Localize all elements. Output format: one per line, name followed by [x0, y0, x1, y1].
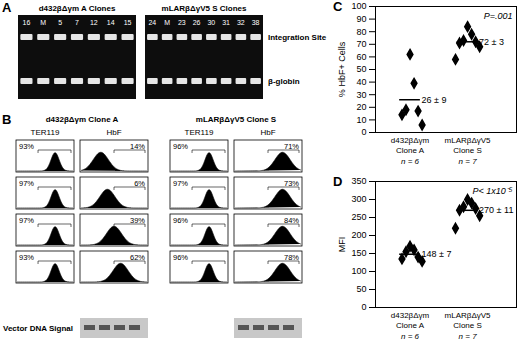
- svg-text:n = 6: n = 6: [401, 157, 420, 166]
- svg-text:97%: 97%: [19, 216, 34, 225]
- svg-text:Vector DNA Signal: Vector DNA Signal: [3, 324, 73, 333]
- svg-text:TER119: TER119: [185, 128, 214, 137]
- svg-text:30: 30: [207, 19, 215, 26]
- svg-text:mLARβΔγV5: mLARβΔγV5: [445, 311, 492, 320]
- svg-text:30: 30: [356, 90, 366, 100]
- svg-text:80: 80: [356, 27, 366, 37]
- svg-text:38: 38: [252, 19, 260, 26]
- svg-text:84%: 84%: [284, 216, 299, 225]
- svg-text:7: 7: [75, 19, 79, 26]
- svg-text:6%: 6%: [134, 179, 145, 188]
- svg-text:300: 300: [351, 194, 366, 204]
- svg-text:31: 31: [222, 19, 230, 26]
- svg-text:Clone A: Clone A: [396, 146, 425, 155]
- svg-text:d432βΔγm: d432βΔγm: [391, 311, 430, 320]
- svg-text:TER119: TER119: [31, 128, 60, 137]
- svg-text:M: M: [40, 19, 46, 26]
- svg-text:n = 6: n = 6: [401, 332, 420, 341]
- svg-text:40: 40: [356, 77, 366, 87]
- svg-text:97%: 97%: [173, 179, 188, 188]
- svg-text:23: 23: [178, 19, 186, 26]
- svg-text:5: 5: [58, 19, 62, 26]
- svg-text:n = 7: n = 7: [459, 332, 478, 341]
- svg-text:93%: 93%: [19, 253, 34, 262]
- svg-text:93%: 93%: [19, 142, 34, 151]
- svg-text:50: 50: [356, 64, 366, 74]
- svg-text:M: M: [164, 19, 170, 26]
- svg-text:mLARβΔγV5: mLARβΔγV5: [445, 136, 492, 145]
- svg-text:96%: 96%: [173, 253, 188, 262]
- svg-text:62%: 62%: [130, 253, 145, 262]
- svg-text:d432βΔγm Clone A: d432βΔγm Clone A: [46, 115, 119, 124]
- svg-text:% HbF+ Cells: % HbF+ Cells: [337, 41, 347, 97]
- svg-text:12: 12: [90, 19, 98, 26]
- html-text:D: D: [333, 174, 343, 189]
- svg-text:270 ± 11: 270 ± 11: [479, 205, 513, 215]
- svg-text:78%: 78%: [284, 253, 299, 262]
- svg-text:A: A: [2, 0, 12, 15]
- svg-text:mLARβΔγV5 Clone S: mLARβΔγV5 Clone S: [196, 115, 277, 124]
- svg-text:26: 26: [193, 19, 201, 26]
- svg-text:73%: 73%: [284, 179, 299, 188]
- svg-text:100: 100: [351, 1, 366, 11]
- svg-text:P< 1x10⁻⁵: P< 1x10⁻⁵: [472, 186, 512, 196]
- svg-text:mLARβΔγV5 S Clones: mLARβΔγV5 S Clones: [162, 4, 247, 13]
- svg-text:39%: 39%: [130, 216, 145, 225]
- svg-text:Clone A: Clone A: [396, 321, 425, 330]
- svg-text:200: 200: [351, 230, 366, 240]
- svg-text:71%: 71%: [284, 142, 299, 151]
- svg-text:10: 10: [356, 115, 366, 125]
- svg-text:90: 90: [356, 14, 366, 24]
- svg-text:100: 100: [351, 266, 366, 276]
- svg-text:60: 60: [356, 52, 366, 62]
- svg-text:96%: 96%: [173, 142, 188, 151]
- svg-text:20: 20: [356, 102, 366, 112]
- svg-text:70: 70: [356, 39, 366, 49]
- svg-text:50: 50: [356, 284, 366, 294]
- svg-text:15: 15: [124, 19, 132, 26]
- svg-text:P=.001: P=.001: [484, 11, 513, 21]
- svg-text:d432βΔγm: d432βΔγm: [391, 136, 430, 145]
- svg-text:MFI: MFI: [337, 237, 347, 253]
- svg-text:HbF: HbF: [260, 128, 275, 137]
- svg-text:72 ± 3: 72 ± 3: [479, 37, 504, 47]
- svg-text:32: 32: [237, 19, 245, 26]
- svg-text:14: 14: [107, 19, 115, 26]
- svg-text:Clone S: Clone S: [453, 146, 481, 155]
- svg-text:HbF: HbF: [106, 128, 121, 137]
- svg-text:0: 0: [361, 127, 366, 137]
- svg-text:16: 16: [23, 19, 31, 26]
- svg-text:Integration Site: Integration Site: [268, 33, 327, 42]
- svg-text:250: 250: [351, 212, 366, 222]
- svg-text:150: 150: [351, 248, 366, 258]
- svg-text:d432βΔγm A Clones: d432βΔγm A Clones: [39, 4, 116, 13]
- svg-text:350: 350: [351, 176, 366, 186]
- svg-text:97%: 97%: [19, 179, 34, 188]
- svg-text:Clone S: Clone S: [453, 321, 481, 330]
- svg-text:14%: 14%: [130, 142, 145, 151]
- svg-text:96%: 96%: [173, 216, 188, 225]
- svg-text:24: 24: [148, 19, 156, 26]
- svg-text:B: B: [2, 112, 11, 127]
- svg-text:148 ± 7: 148 ± 7: [422, 249, 452, 259]
- svg-text:0: 0: [361, 302, 366, 312]
- svg-text:β-globin: β-globin: [268, 77, 300, 86]
- svg-text:n = 7: n = 7: [459, 157, 478, 166]
- svg-text:26 ± 9: 26 ± 9: [422, 95, 447, 105]
- html-text:C: C: [333, 0, 343, 14]
